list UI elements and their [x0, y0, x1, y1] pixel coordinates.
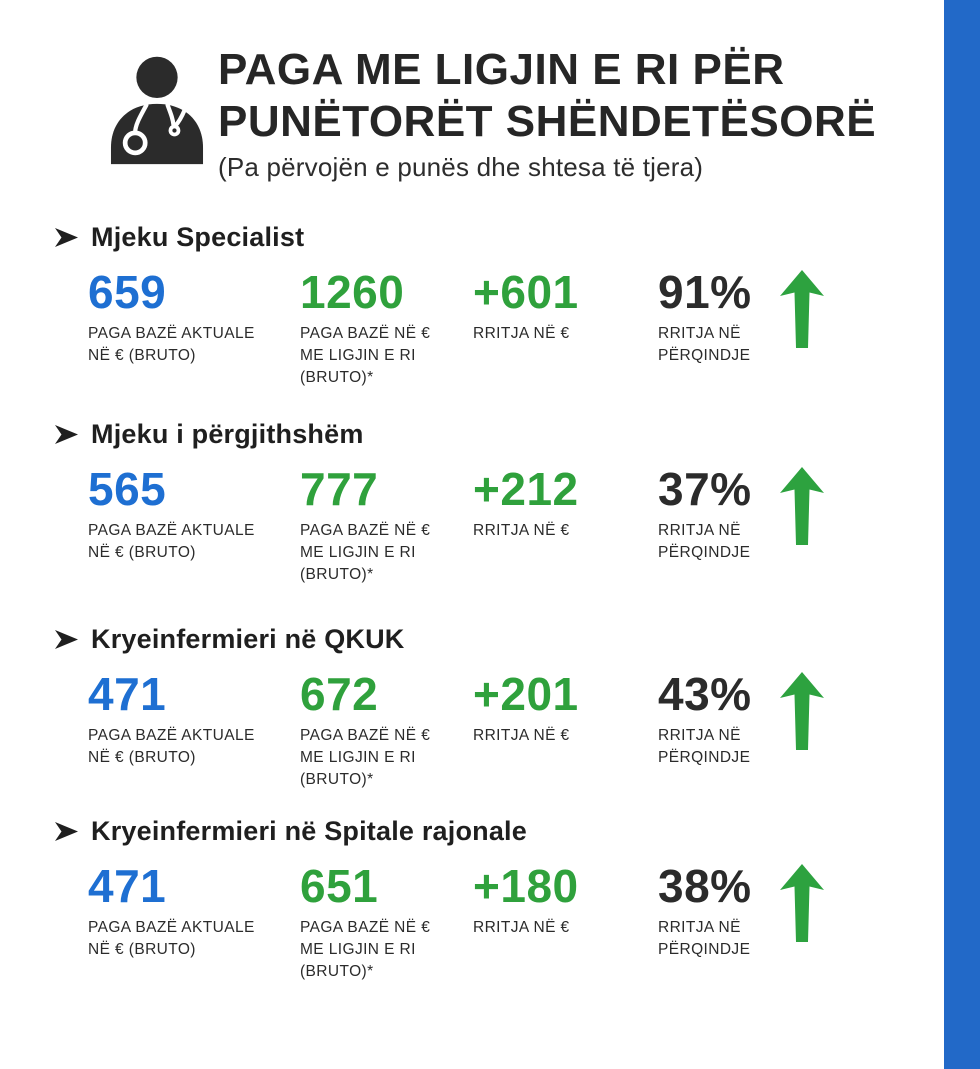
section-title: Kryeinfermieri në Spitale rajonale — [91, 816, 527, 846]
new-salary-label: PAGA BAZË NË € ME LIGJIN E RI (BRUTO)* — [300, 522, 431, 583]
up-arrow-icon — [780, 672, 824, 750]
current-salary-label: PAGA BAZË AKTUALE NË € (BRUTO) — [88, 919, 255, 958]
stat-new-salary: 777 PAGA BAZË NË € ME LIGJIN E RI (BRUTO… — [300, 465, 465, 586]
right-accent-bar — [944, 0, 980, 1069]
section-mjeku-i-pergjithshem: Mjeku i përgjithshëm 565 PAGA BAZË AKTUA… — [0, 419, 900, 609]
page-title-line2: PUNËTORËT SHËNDETËSORË — [218, 97, 877, 146]
current-salary-label: PAGA BAZË AKTUALE NË € (BRUTO) — [88, 727, 255, 766]
increase-percent-label: RRITJA NË PËRQINDJE — [658, 522, 751, 561]
stat-new-salary: 1260 PAGA BAZË NË € ME LIGJIN E RI (BRUT… — [300, 268, 465, 389]
page-title-line1: PAGA ME LIGJIN E RI PËR — [218, 45, 785, 94]
current-salary-value: 471 — [88, 860, 167, 912]
new-salary-value: 777 — [300, 463, 379, 515]
increase-percent-value: 43% — [658, 668, 752, 720]
increase-eur-value: +212 — [473, 463, 579, 515]
up-arrow-icon — [780, 467, 824, 545]
doctor-icon — [110, 56, 204, 165]
stat-current-salary: 565 PAGA BAZË AKTUALE NË € (BRUTO) — [88, 465, 288, 564]
increase-percent-label: RRITJA NË PËRQINDJE — [658, 325, 751, 364]
stat-new-salary: 672 PAGA BAZË NË € ME LIGJIN E RI (BRUTO… — [300, 670, 465, 791]
increase-eur-value: +601 — [473, 266, 579, 318]
stat-current-salary: 471 PAGA BAZË AKTUALE NË € (BRUTO) — [88, 670, 288, 769]
arrow-bullet-icon — [55, 228, 78, 247]
increase-eur-label: RRITJA NË € — [473, 727, 570, 744]
current-salary-value: 659 — [88, 266, 167, 318]
arrow-bullet-icon — [55, 425, 78, 444]
page-subtitle: (Pa përvojën e punës dhe shtesa të tjera… — [218, 152, 704, 182]
new-salary-value: 651 — [300, 860, 379, 912]
section-heading: Kryeinfermieri në Spitale rajonale — [55, 816, 527, 847]
stat-increase-eur: +201 RRITJA NË € — [473, 670, 648, 747]
section-kryeinfermieri-spitale-rajonale: Kryeinfermieri në Spitale rajonale 471 P… — [0, 816, 900, 1006]
section-title: Mjeku i përgjithshëm — [91, 419, 364, 449]
section-kryeinfermieri-qkuk: Kryeinfermieri në QKUK 471 PAGA BAZË AKT… — [0, 624, 900, 814]
new-salary-label: PAGA BAZË NË € ME LIGJIN E RI (BRUTO)* — [300, 727, 431, 788]
stat-increase-percent: 91% RRITJA NË PËRQINDJE — [658, 268, 778, 367]
increase-eur-label: RRITJA NË € — [473, 325, 570, 342]
stat-increase-eur: +180 RRITJA NË € — [473, 862, 648, 939]
increase-percent-label: RRITJA NË PËRQINDJE — [658, 919, 751, 958]
new-salary-label: PAGA BAZË NË € ME LIGJIN E RI (BRUTO)* — [300, 325, 431, 386]
increase-percent-value: 38% — [658, 860, 752, 912]
stat-increase-eur: +601 RRITJA NË € — [473, 268, 648, 345]
up-arrow-icon — [780, 270, 824, 348]
current-salary-label: PAGA BAZË AKTUALE NË € (BRUTO) — [88, 325, 255, 364]
increase-eur-label: RRITJA NË € — [473, 919, 570, 936]
current-salary-value: 565 — [88, 463, 167, 515]
increase-percent-value: 91% — [658, 266, 752, 318]
current-salary-value: 471 — [88, 668, 167, 720]
stat-increase-percent: 43% RRITJA NË PËRQINDJE — [658, 670, 778, 769]
section-title: Kryeinfermieri në QKUK — [91, 624, 405, 654]
stat-increase-eur: +212 RRITJA NË € — [473, 465, 648, 542]
section-heading: Kryeinfermieri në QKUK — [55, 624, 405, 655]
increase-eur-value: +180 — [473, 860, 579, 912]
stat-increase-percent: 38% RRITJA NË PËRQINDJE — [658, 862, 778, 961]
increase-eur-value: +201 — [473, 668, 579, 720]
section-title: Mjeku Specialist — [91, 222, 305, 252]
increase-percent-label: RRITJA NË PËRQINDJE — [658, 727, 751, 766]
new-salary-label: PAGA BAZË NË € ME LIGJIN E RI (BRUTO)* — [300, 919, 431, 980]
section-heading: Mjeku i përgjithshëm — [55, 419, 364, 450]
new-salary-value: 1260 — [300, 266, 405, 318]
page-title: PAGA ME LIGJIN E RI PËR PUNËTORËT SHËNDE… — [218, 44, 876, 148]
section-mjeku-specialist: Mjeku Specialist 659 PAGA BAZË AKTUALE N… — [0, 222, 900, 412]
increase-percent-value: 37% — [658, 463, 752, 515]
current-salary-label: PAGA BAZË AKTUALE NË € (BRUTO) — [88, 522, 255, 561]
stat-new-salary: 651 PAGA BAZË NË € ME LIGJIN E RI (BRUTO… — [300, 862, 465, 983]
stat-current-salary: 659 PAGA BAZË AKTUALE NË € (BRUTO) — [88, 268, 288, 367]
stat-current-salary: 471 PAGA BAZË AKTUALE NË € (BRUTO) — [88, 862, 288, 961]
up-arrow-icon — [780, 864, 824, 942]
arrow-bullet-icon — [55, 822, 78, 841]
new-salary-value: 672 — [300, 668, 379, 720]
section-heading: Mjeku Specialist — [55, 222, 304, 253]
stat-increase-percent: 37% RRITJA NË PËRQINDJE — [658, 465, 778, 564]
increase-eur-label: RRITJA NË € — [473, 522, 570, 539]
arrow-bullet-icon — [55, 630, 78, 649]
